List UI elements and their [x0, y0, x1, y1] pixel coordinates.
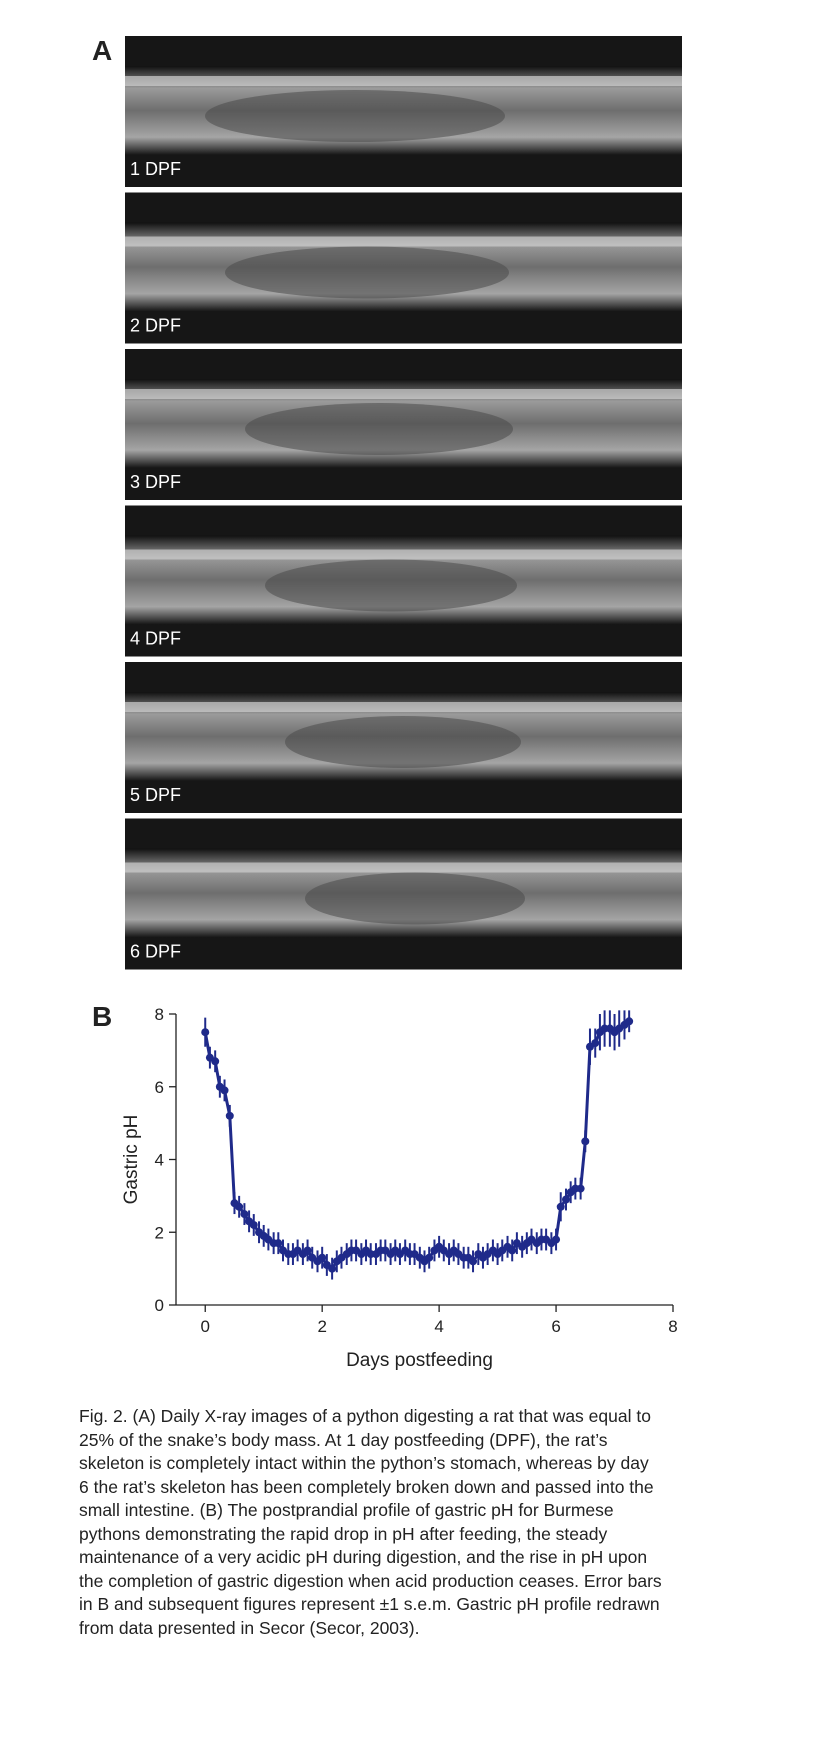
- spine: [125, 76, 682, 86]
- data-point: [469, 1257, 478, 1266]
- caption-line: Fig. 2. (A) Daily X-ray images of a pyth…: [79, 1406, 651, 1426]
- stomach-contents: [305, 872, 525, 925]
- data-point: [211, 1057, 220, 1066]
- x-tick-label: 6: [551, 1317, 560, 1336]
- data-point: [274, 1239, 283, 1248]
- data-point: [576, 1184, 585, 1193]
- spine: [125, 549, 682, 560]
- data-point: [318, 1253, 327, 1262]
- stomach-contents: [205, 90, 505, 142]
- y-tick-label: 4: [155, 1151, 164, 1170]
- stomach-contents: [285, 716, 521, 768]
- caption-line: in B and subsequent figures represent ±1…: [79, 1594, 660, 1614]
- data-point: [303, 1246, 312, 1255]
- data-point: [552, 1235, 561, 1244]
- stomach-contents: [225, 246, 509, 299]
- data-point: [561, 1195, 570, 1204]
- xray-image: 5 DPF: [125, 662, 682, 813]
- xray-image: 3 DPF: [125, 349, 682, 500]
- caption: Fig. 2. (A) Daily X-ray images of a pyth…: [79, 1405, 662, 1640]
- panel-label: B: [92, 1001, 112, 1032]
- xray-image: 1 DPF: [125, 36, 682, 187]
- caption-line: small intestine. (B) The postprandial pr…: [79, 1500, 614, 1520]
- stomach-contents: [245, 403, 513, 455]
- panel-label: A: [92, 35, 112, 66]
- xray-image: 2 DPF: [125, 192, 682, 344]
- data-point: [508, 1246, 517, 1255]
- x-tick-label: 4: [434, 1317, 443, 1336]
- image-label: 2 DPF: [130, 316, 181, 336]
- image-label: 3 DPF: [130, 472, 181, 492]
- caption-line: pythons demonstrating the rapid drop in …: [79, 1523, 608, 1544]
- caption-line: from data presented in Secor (Secor, 200…: [79, 1617, 420, 1638]
- data-point: [225, 1111, 234, 1120]
- stomach-contents: [265, 559, 517, 612]
- x-tick-label: 8: [668, 1317, 677, 1336]
- x-tick-label: 2: [317, 1317, 326, 1336]
- image-label: 6 DPF: [130, 942, 181, 962]
- image-label: 4 DPF: [130, 629, 181, 649]
- data-point: [581, 1137, 590, 1146]
- data-point: [625, 1017, 634, 1026]
- figure: A 1 DPF 2 DPF 3 DPF 4 DPF 5 DPF 6 DPF B 0 2 4 6 8 0 2…: [92, 35, 682, 1371]
- data-point: [328, 1264, 337, 1273]
- spine: [125, 236, 682, 247]
- data-point: [240, 1210, 249, 1219]
- spine: [125, 862, 682, 873]
- data-point: [235, 1202, 244, 1211]
- x-axis-label: Days postfeeding: [346, 1350, 493, 1371]
- xray-image: 4 DPF: [125, 505, 682, 657]
- data-point: [249, 1220, 258, 1229]
- caption-line: the completion of gastric digestion when…: [79, 1570, 662, 1591]
- spine: [125, 389, 682, 399]
- data-point: [591, 1039, 600, 1048]
- caption-line: 6 the rat’s skeleton has been completely…: [79, 1476, 654, 1497]
- xray-image: 6 DPF: [125, 818, 682, 970]
- image-label: 5 DPF: [130, 785, 181, 805]
- spine: [125, 702, 682, 712]
- caption-line: skeleton is completely intact within the…: [79, 1453, 649, 1473]
- caption-line: maintenance of a very acidic pH during d…: [79, 1547, 648, 1567]
- y-tick-label: 0: [155, 1296, 164, 1315]
- data-point: [201, 1028, 210, 1037]
- image-label: 1 DPF: [130, 159, 181, 179]
- caption-line: 25% of the snake’s body mass. At 1 day p…: [79, 1429, 608, 1450]
- data-point: [220, 1086, 229, 1095]
- data-point: [556, 1202, 565, 1211]
- y-tick-label: 8: [155, 1005, 164, 1024]
- y-tick-label: 2: [155, 1223, 164, 1242]
- x-tick-label: 0: [201, 1317, 210, 1336]
- data-point: [425, 1253, 434, 1262]
- y-axis-label: Gastric pH: [121, 1115, 142, 1205]
- y-tick-label: 6: [155, 1078, 164, 1097]
